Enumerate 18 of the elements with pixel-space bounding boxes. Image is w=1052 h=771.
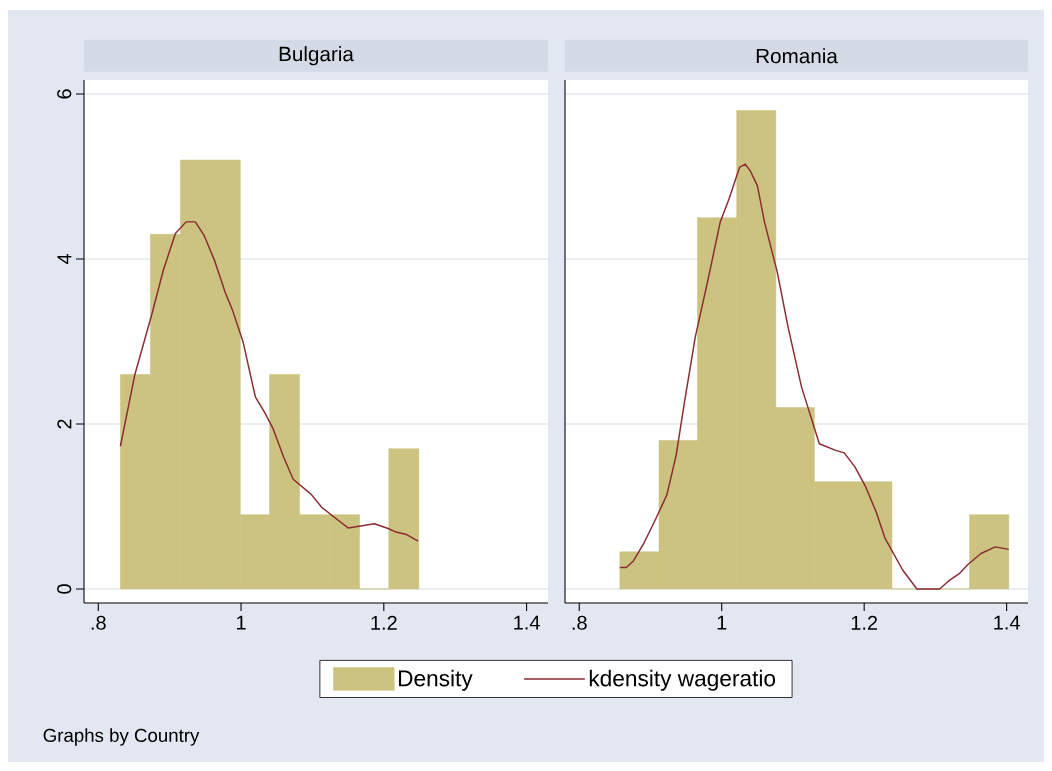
x-tick-label: 1.2 <box>371 615 397 630</box>
legend-label: kdensity wageratio <box>589 669 776 691</box>
line-series <box>119 221 419 542</box>
y-tick-label: 6 <box>57 89 72 99</box>
text: Graphs by Country <box>43 728 200 746</box>
chart-title: Bulgaria <box>279 46 354 66</box>
x-tick-label: 1 <box>717 615 727 630</box>
x-tick-label: 1.2 <box>851 615 878 630</box>
x-tick-label: .8 <box>572 615 587 630</box>
x-tick-label: 1.4 <box>514 615 540 630</box>
x-tick-label: 1.4 <box>994 615 1020 630</box>
x-tick-label: .8 <box>91 615 106 630</box>
y-tick-label: 4 <box>57 254 72 265</box>
chart-title: Romania <box>756 48 838 64</box>
y-tick-label: 0 <box>57 584 72 594</box>
y-tick-label: 2 <box>57 419 72 429</box>
legend-label: Density <box>398 669 473 691</box>
x-tick-label: 1 <box>237 615 246 630</box>
